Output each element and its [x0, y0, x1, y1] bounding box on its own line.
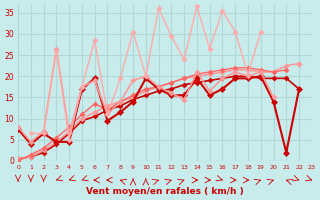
- X-axis label: Vent moyen/en rafales ( km/h ): Vent moyen/en rafales ( km/h ): [86, 187, 244, 196]
